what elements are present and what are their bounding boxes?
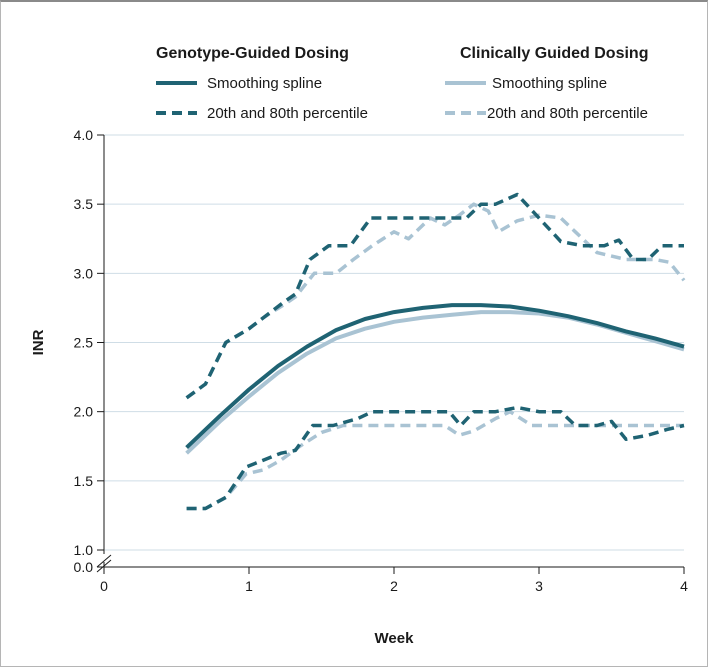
series-lines (185, 192, 686, 511)
y-axis-label: INR (30, 329, 47, 355)
series-genotype-percentile-80 (185, 192, 684, 400)
x-tick-label-4: 4 (680, 578, 688, 594)
axis-break-mark-upper (96, 554, 112, 568)
legend-title-clinical: Clinically Guided Dosing (460, 45, 648, 62)
gridlines (104, 134, 684, 551)
series-clinical-percentile-20 (186, 409, 684, 511)
series-clinical-spline (185, 310, 685, 455)
y-tick-label-0: 0.0 (74, 559, 94, 575)
x-tick-label-2: 2 (390, 578, 398, 594)
y-tick-label-4: 2.5 (74, 335, 94, 351)
y-tick-label-7: 4.0 (74, 127, 94, 143)
legend-label-clinical-spline: Smoothing spline (492, 75, 607, 92)
y-tick-label-6: 3.5 (74, 196, 94, 212)
legend-label-genotype-spline: Smoothing spline (207, 75, 322, 92)
legend-label-clinical-percentile: 20th and 80th percentile (487, 105, 648, 122)
y-tick-label-1: 1.0 (74, 542, 94, 558)
y-tick-label-2: 1.5 (74, 473, 94, 489)
series-clinical-percentile-80 (185, 202, 686, 400)
legend: Genotype-Guided Dosing Smoothing spline … (156, 45, 648, 122)
x-tick-label-1: 1 (245, 578, 253, 594)
axes: 0.01.0 1.5 2.0 2.5 3.0 3.5 4.0 0 1 2 3 4 (74, 127, 689, 594)
series-genotype-percentile-20 (186, 405, 685, 511)
x-axis-label: Week (375, 630, 415, 647)
legend-title-genotype: Genotype-Guided Dosing (156, 45, 349, 62)
x-tick-label-0: 0 (100, 578, 108, 594)
y-tick-label-5: 3.0 (74, 265, 94, 281)
legend-label-genotype-percentile: 20th and 80th percentile (207, 105, 368, 122)
x-tick-label-3: 3 (535, 578, 543, 594)
axis-break-mark-lower (96, 559, 112, 573)
y-tick-label-3: 2.0 (74, 404, 94, 420)
series-genotype-spline (185, 303, 685, 450)
